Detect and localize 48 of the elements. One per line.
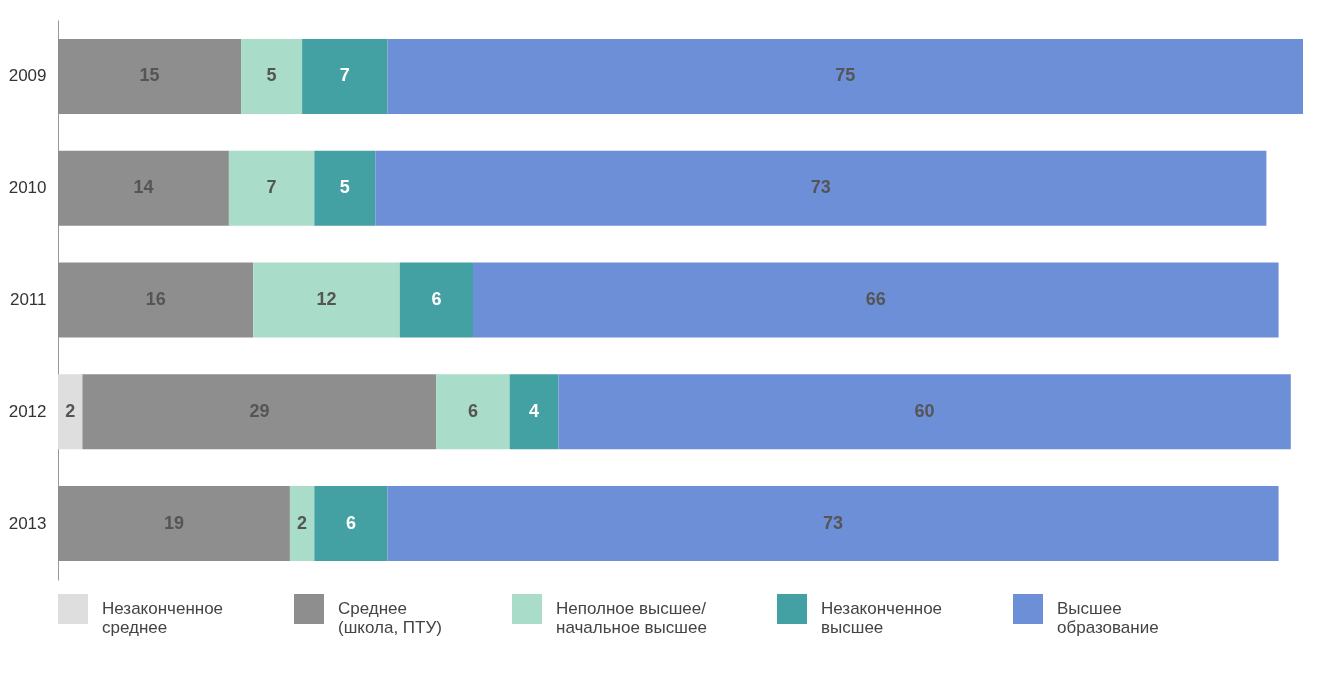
data-label: 2 [65, 400, 76, 421]
y-tick-label: 2013 [8, 513, 47, 533]
bar [375, 150, 1267, 226]
bar [314, 150, 376, 226]
data-label: 14 [133, 177, 154, 198]
data-label: 19 [163, 512, 184, 533]
y-tick-label: 2009 [8, 66, 47, 86]
y-tick-label: 2011 [9, 290, 47, 309]
legend-label: Неполное высшее/ начальное высшее [556, 599, 707, 637]
legend-label: Среднее (школа, ПТУ) [338, 599, 442, 637]
data-label: 2 [297, 512, 308, 533]
bar [387, 486, 1279, 561]
bar [399, 262, 473, 338]
bar [289, 486, 315, 561]
data-label: 15 [139, 65, 160, 86]
bar [241, 39, 303, 114]
y-tick-label: 2010 [8, 178, 47, 198]
bar [228, 150, 315, 226]
data-label: 6 [345, 512, 356, 533]
legend-label: Высшее образование [1057, 599, 1159, 637]
data-label: 12 [316, 289, 337, 309]
legend-label: Незаконченное среднее [102, 599, 224, 637]
bar [58, 374, 83, 450]
bar [387, 39, 1303, 114]
bar [436, 374, 510, 450]
data-label: 5 [266, 65, 277, 86]
data-label: 29 [249, 400, 270, 421]
bar [302, 39, 388, 114]
bar [314, 486, 388, 561]
bar [558, 374, 1291, 450]
data-label: 6 [467, 400, 479, 421]
bar [473, 262, 1279, 338]
data-label: 6 [431, 289, 442, 309]
data-label: 16 [145, 289, 166, 309]
bar [509, 374, 559, 450]
data-label: 60 [914, 400, 935, 421]
bar [253, 262, 400, 338]
bar [82, 374, 437, 450]
legend-label: Незаконченное высшее [821, 599, 943, 637]
data-label: 75 [835, 65, 856, 86]
data-label: 7 [266, 177, 277, 198]
data-label: 66 [865, 289, 886, 309]
data-label: 73 [810, 177, 831, 198]
data-label: 4 [529, 400, 540, 421]
y-tick-label: 2012 [8, 401, 47, 421]
data-label: 7 [339, 65, 350, 86]
data-label: 73 [823, 512, 844, 533]
data-label: 5 [339, 177, 350, 198]
